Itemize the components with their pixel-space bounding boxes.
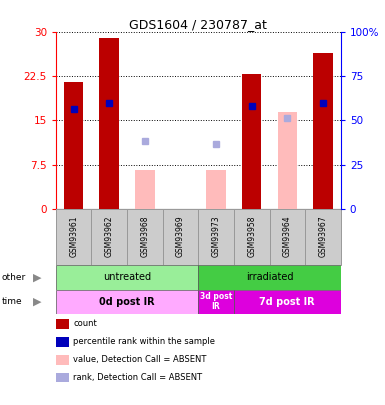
Text: GSM93968: GSM93968 [141,215,149,256]
Bar [64,82,84,209]
Text: ▶: ▶ [33,273,41,282]
Bar [92,209,127,265]
Text: GSM93973: GSM93973 [212,215,221,257]
Text: other: other [2,273,26,282]
Bar [278,112,297,209]
Bar [56,209,92,265]
Bar [206,171,226,209]
Bar [198,265,341,290]
Text: GSM93964: GSM93964 [283,215,292,257]
Bar [135,171,155,209]
Text: GSM93969: GSM93969 [176,215,185,257]
Bar [305,209,341,265]
Bar [56,265,198,290]
Bar [234,209,270,265]
Bar [234,290,341,314]
Text: value, Detection Call = ABSENT: value, Detection Call = ABSENT [73,355,206,364]
Text: irradiated: irradiated [246,273,293,282]
Bar [198,290,234,314]
Bar [127,209,162,265]
Text: 3d post
IR: 3d post IR [200,292,232,311]
Text: GSM93967: GSM93967 [318,215,327,257]
Bar [163,209,198,265]
Text: rank, Detection Call = ABSENT: rank, Detection Call = ABSENT [73,373,202,382]
Text: GSM93961: GSM93961 [69,215,78,256]
Bar [270,209,305,265]
Text: ▶: ▶ [33,297,41,307]
Text: time: time [2,297,23,306]
Bar [99,38,119,209]
Bar [56,290,198,314]
Text: GSM93962: GSM93962 [105,215,114,256]
Bar [313,53,333,209]
Text: untreated: untreated [103,273,151,282]
Title: GDS1604 / 230787_at: GDS1604 / 230787_at [129,18,267,31]
Text: GSM93958: GSM93958 [247,215,256,256]
Text: 7d post IR: 7d post IR [259,297,315,307]
Text: 0d post IR: 0d post IR [99,297,155,307]
Bar [242,74,261,209]
Text: percentile rank within the sample: percentile rank within the sample [73,337,215,346]
Bar [198,209,234,265]
Text: count: count [73,320,97,328]
